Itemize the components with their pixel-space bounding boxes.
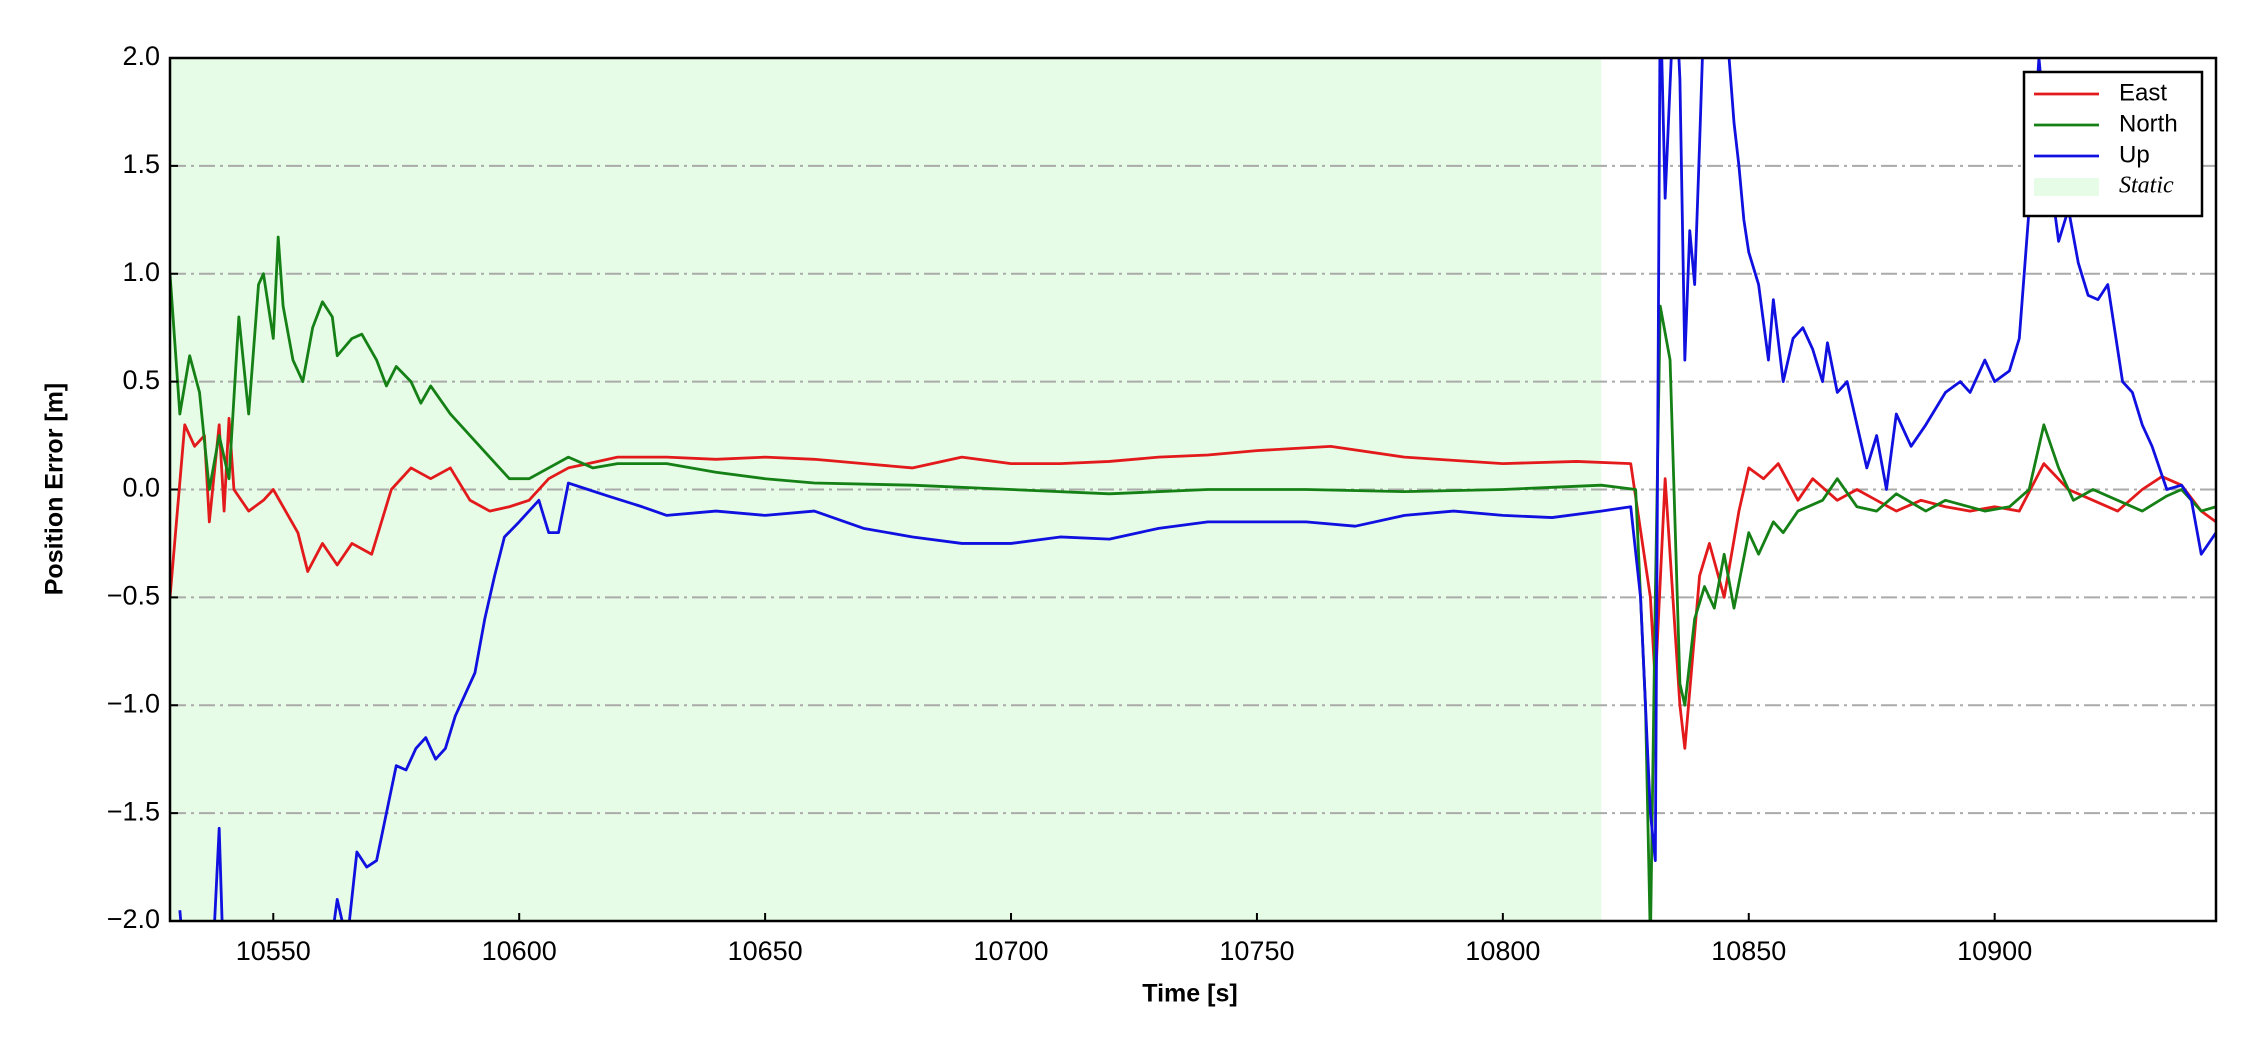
x-tick-label: 10550	[236, 936, 311, 966]
x-tick-label: 10650	[728, 936, 803, 966]
plot-frame	[168, 56, 2218, 923]
series-line	[170, 235, 2216, 921]
series-line	[178, 58, 2216, 921]
legend-swatch	[2034, 178, 2099, 196]
y-tick-label: −2.0	[107, 904, 160, 934]
legend: East North Up Static	[2022, 70, 2204, 218]
y-tick-label: 2.0	[122, 41, 160, 71]
plot-lines	[170, 58, 2216, 921]
y-tick-label: 1.0	[122, 257, 160, 287]
series-line	[170, 416, 2216, 750]
legend-label: North	[2119, 110, 2178, 137]
legend-label: Up	[2119, 141, 2150, 168]
y-axis-label: Position Error [m]	[41, 383, 69, 596]
x-axis-label: Time [s]	[1142, 980, 1237, 1008]
legend-label: East	[2119, 79, 2167, 106]
x-tick-label: 10700	[973, 936, 1048, 966]
y-tick-label: −1.0	[107, 688, 160, 718]
y-tick-label: 0.5	[122, 365, 160, 395]
legend-label: Static	[2119, 173, 2174, 199]
axes: −2.0 −1.5 −1.0 −0.5 0.0 0.5 1.0 1.5 2.0 10550 1060…	[107, 41, 2218, 966]
x-tick-label: 10900	[1957, 936, 2032, 966]
x-tick-label: 10750	[1219, 936, 1294, 966]
x-tick-label: 10850	[1711, 936, 1786, 966]
x-tick-label: 10800	[1465, 936, 1540, 966]
y-tick-label: −0.5	[107, 581, 160, 611]
y-tick-label: −1.5	[107, 796, 160, 826]
y-tick-label: 0.0	[122, 473, 160, 503]
x-tick-label: 10600	[482, 936, 557, 966]
y-tick-label: 1.5	[122, 149, 160, 179]
